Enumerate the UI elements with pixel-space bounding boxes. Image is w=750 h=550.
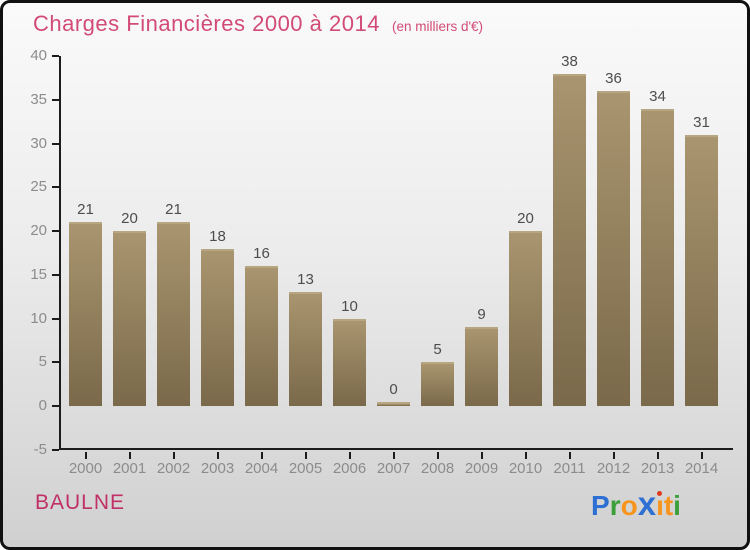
x-tick-label: 2003 <box>200 460 235 477</box>
bar-value-label: 10 <box>341 297 358 315</box>
bar-2003 <box>201 248 234 407</box>
y-axis-line <box>59 56 61 450</box>
bar-value-label: 21 <box>165 201 182 219</box>
commune-name: BAULNE <box>35 491 126 514</box>
x-tick-label: 2005 <box>288 460 323 477</box>
bar-2006 <box>333 318 366 407</box>
bar-2007 <box>377 402 410 407</box>
x-tick <box>436 452 439 459</box>
y-tick <box>52 361 59 364</box>
logo-letter-r: r <box>609 490 621 521</box>
y-tick <box>52 98 59 101</box>
x-tick <box>348 452 351 459</box>
x-tick <box>392 452 395 459</box>
y-tick-label: 10 <box>30 309 47 327</box>
logo-letter-o: o <box>620 490 638 521</box>
x-tick-label: 2006 <box>332 460 367 477</box>
chart-subtitle: (en milliers d'€) <box>391 19 484 34</box>
bar-value-label: 16 <box>253 245 270 263</box>
y-tick-label: -5 <box>33 441 47 458</box>
bar-value-label: 0 <box>389 381 398 399</box>
logo-letter-x: x <box>637 485 657 522</box>
bar-2004 <box>245 266 278 407</box>
bar-value-label: 20 <box>121 210 138 228</box>
bar-value-label: 5 <box>433 341 442 359</box>
x-tick-label: 2009 <box>464 460 499 477</box>
y-tick <box>52 317 59 320</box>
y-tick <box>52 230 59 233</box>
bar-value-label: 21 <box>77 201 94 219</box>
y-tick <box>52 273 59 276</box>
bar-value-label: 13 <box>297 271 314 289</box>
x-tick <box>568 452 571 459</box>
logo-letter-dot <box>657 491 663 496</box>
bar-2000 <box>69 222 102 407</box>
x-tick <box>304 452 307 459</box>
bar-2002 <box>157 222 190 407</box>
bar-2011 <box>553 73 586 407</box>
x-tick <box>216 452 219 459</box>
x-tick <box>84 452 87 459</box>
y-tick-label: 25 <box>30 178 47 196</box>
logo-letter-P: P <box>591 490 610 521</box>
plot-area: -5 0 5 10 15 20 25 30 35 40 21 2000 20 2001 21 2002 18 20… <box>30 48 733 477</box>
x-tick <box>128 452 131 459</box>
proxiti-logo: Proxı ti <box>591 487 681 523</box>
y-tick <box>52 55 59 57</box>
x-tick-label: 2007 <box>376 460 411 477</box>
bar-value-label: 34 <box>649 87 666 105</box>
bar-value-label: 31 <box>693 113 710 131</box>
x-tick <box>700 452 703 459</box>
y-tick <box>52 186 59 189</box>
bar-2010 <box>509 231 542 407</box>
x-tick-label: 2011 <box>553 460 586 477</box>
y-tick-label: 40 <box>30 47 47 64</box>
bar-2009 <box>465 327 498 407</box>
y-tick-label: 15 <box>30 265 47 283</box>
x-tick <box>524 452 527 459</box>
bar-value-label: 20 <box>517 210 534 228</box>
chart-title: Charges Financières 2000 à 2014 <box>33 11 380 36</box>
bar-2008 <box>421 362 454 407</box>
bar-2001 <box>113 231 146 407</box>
bar-2013 <box>641 108 674 407</box>
logo-letter-i: i <box>673 490 681 521</box>
x-tick <box>172 452 175 459</box>
x-tick-label: 2000 <box>68 460 103 477</box>
x-tick-label: 2013 <box>640 460 675 477</box>
bar-2014 <box>685 134 718 407</box>
x-tick-label: 2010 <box>508 460 543 477</box>
y-tick <box>52 405 59 408</box>
logo-letter-t: t <box>663 490 674 521</box>
bar-value-label: 9 <box>477 306 486 324</box>
bar-value-label: 18 <box>209 227 226 245</box>
chart-header: Charges Financières 2000 à 2014 (en milli… <box>33 11 483 37</box>
x-tick-label: 2014 <box>684 460 719 477</box>
y-tick-label: 5 <box>38 353 47 371</box>
y-tick-label: 35 <box>30 90 47 108</box>
x-tick-label: 2004 <box>244 460 279 477</box>
x-tick-label: 2001 <box>112 460 147 477</box>
y-tick-label: 30 <box>30 134 47 152</box>
x-tick <box>612 452 615 459</box>
x-axis-line <box>59 448 733 450</box>
bar-2012 <box>597 91 630 407</box>
y-tick <box>52 449 59 451</box>
x-tick-label: 2008 <box>420 460 455 477</box>
y-tick-label: 20 <box>30 222 47 240</box>
x-tick <box>656 452 659 459</box>
x-tick-label: 2002 <box>156 460 191 477</box>
x-tick <box>480 452 483 459</box>
x-tick-label: 2012 <box>596 460 631 477</box>
bar-value-label: 38 <box>561 52 578 70</box>
y-tick-label: 0 <box>38 397 47 415</box>
x-tick <box>260 452 263 459</box>
logo-letter-i: ı <box>656 490 664 521</box>
y-tick <box>52 142 59 145</box>
bar-value-label: 36 <box>605 70 622 88</box>
bar-2005 <box>289 292 322 407</box>
